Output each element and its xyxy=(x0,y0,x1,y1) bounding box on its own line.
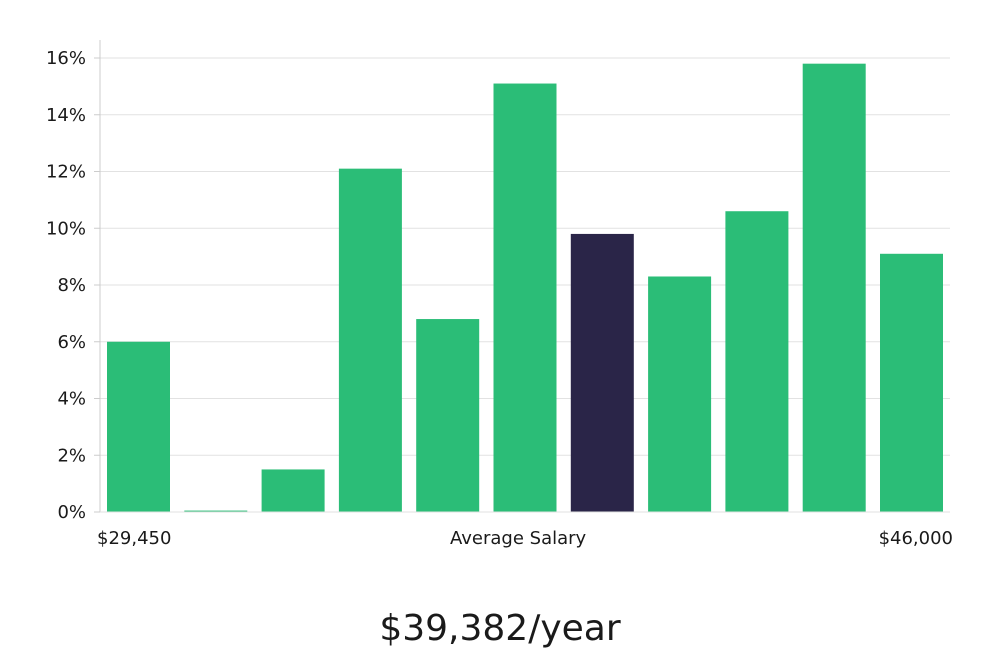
bar xyxy=(880,253,943,512)
highlighted-bar xyxy=(570,233,634,513)
bar xyxy=(261,469,325,512)
average-salary-value: $39,382/year xyxy=(379,608,621,649)
x-axis-title: Average Salary xyxy=(450,528,587,549)
x-axis-max-label: $46,000 xyxy=(878,528,953,549)
y-tick-label: 10% xyxy=(46,218,86,239)
bar xyxy=(493,83,557,512)
y-tick-label: 2% xyxy=(57,445,86,466)
bar xyxy=(802,63,866,513)
y-tick-label: 6% xyxy=(57,332,86,353)
bar xyxy=(107,341,170,512)
x-axis-min-label: $29,450 xyxy=(97,528,172,549)
bar xyxy=(416,319,480,512)
y-tick-label: 4% xyxy=(57,389,86,410)
bar xyxy=(725,211,789,512)
salary-histogram: 0% 2% 4% 6% 8% 10% 12% 14% 16% xyxy=(46,40,950,523)
y-tick-label: 16% xyxy=(46,48,86,69)
y-tick-label: 8% xyxy=(57,275,86,296)
bar xyxy=(184,510,248,512)
y-tick-label: 0% xyxy=(57,502,86,523)
y-tick-label: 14% xyxy=(46,105,86,126)
bar xyxy=(648,276,712,512)
bar xyxy=(338,168,402,512)
y-tick-label: 12% xyxy=(46,162,86,183)
